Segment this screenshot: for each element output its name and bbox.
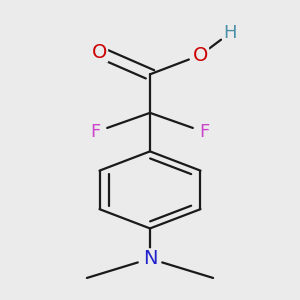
Text: O: O bbox=[193, 46, 208, 64]
Text: H: H bbox=[223, 24, 237, 42]
Text: F: F bbox=[200, 123, 210, 141]
Text: N: N bbox=[143, 249, 157, 268]
Text: O: O bbox=[92, 43, 107, 62]
Text: F: F bbox=[90, 123, 100, 141]
